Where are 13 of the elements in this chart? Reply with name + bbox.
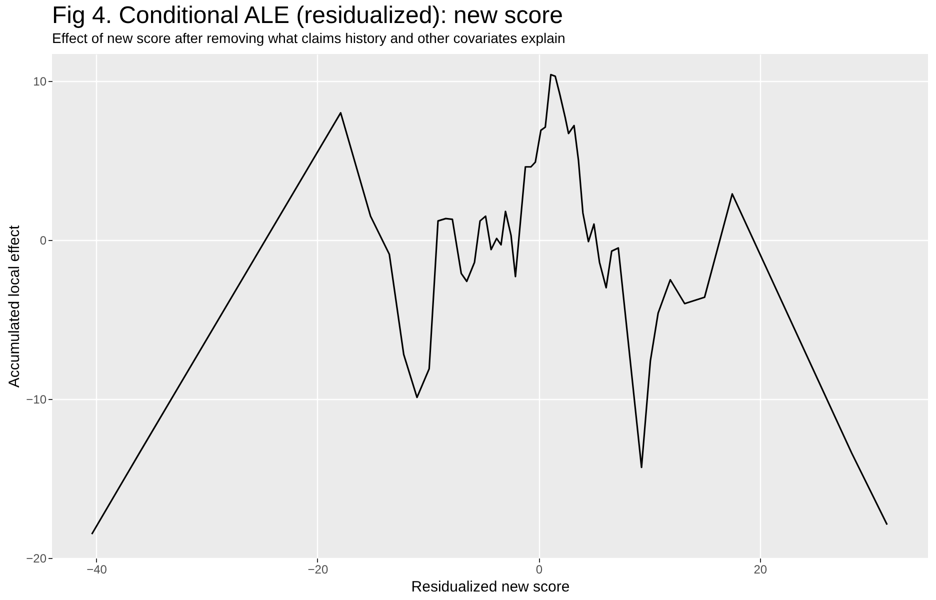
x-tick-label: −40 — [86, 562, 108, 576]
chart-subtitle: Effect of new score after removing what claims history and other covariates explain — [52, 30, 566, 46]
x-tick-label: 20 — [754, 562, 768, 576]
y-tick-label: −20 — [26, 552, 47, 566]
chart-title: Fig 4. Conditional ALE (residualized): new score — [52, 2, 563, 29]
x-tick-label: −20 — [308, 562, 328, 576]
x-tick-label: 0 — [536, 562, 543, 576]
y-axis-title: Accumulated local effect — [6, 224, 24, 388]
line-series — [91, 74, 888, 535]
y-tick-label: 10 — [33, 74, 47, 89]
y-tick-label: 0 — [40, 234, 47, 248]
y-tick-label: −10 — [26, 392, 47, 407]
x-axis-title: Residualized new score — [411, 578, 570, 596]
